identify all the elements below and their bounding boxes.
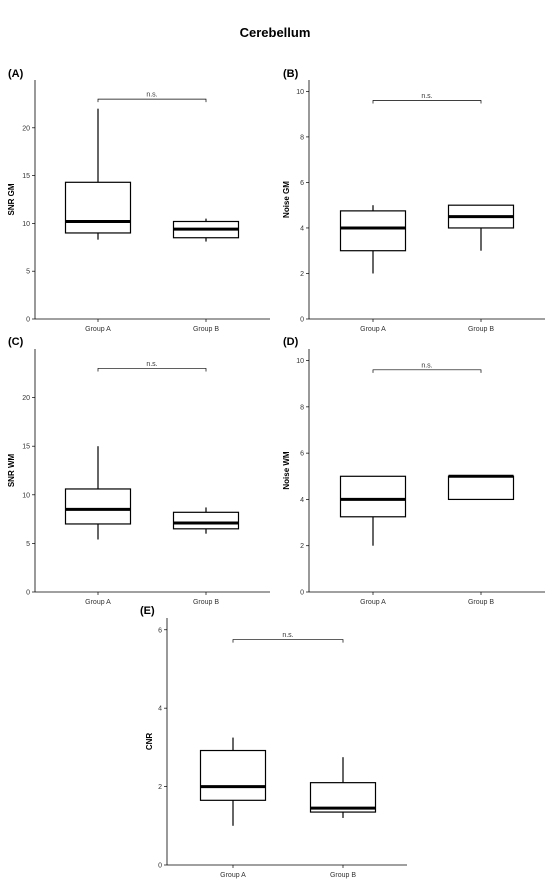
y-axis-label: Noise GM — [282, 181, 291, 218]
significance-bracket — [372, 100, 482, 104]
iqr-box — [339, 475, 407, 518]
figure-title: Cerebellum — [240, 25, 311, 40]
box-plot-1 — [309, 757, 377, 818]
y-tick-label: 10 — [296, 358, 304, 365]
y-tick-label: 10 — [22, 221, 30, 228]
y-tick-label: 4 — [300, 225, 304, 232]
significance-label: n.s. — [421, 93, 432, 100]
y-tick-label: 6 — [300, 451, 304, 458]
y-tick-label: 10 — [22, 492, 30, 499]
x-tick-label: Group A — [85, 599, 111, 606]
x-tick-label: Group B — [330, 872, 356, 879]
x-tick-label: Group A — [360, 326, 386, 333]
panel-letter: (D) — [283, 336, 299, 348]
iqr-box — [172, 511, 240, 530]
y-tick-label: 6 — [300, 180, 304, 187]
x-tick-label: Group B — [468, 599, 494, 606]
iqr-box — [447, 475, 515, 501]
y-tick-label: 8 — [300, 134, 304, 141]
panel-0: (A) SNR GM 0 5 10 15 20 Group A Group B n.s. — [7, 68, 270, 333]
panel-letter: (B) — [283, 68, 299, 80]
box-plot-0 — [64, 446, 132, 540]
iqr-box — [339, 210, 407, 252]
y-tick-label: 2 — [300, 271, 304, 278]
y-tick-label: 20 — [22, 395, 30, 402]
y-axis-label: Noise WM — [282, 451, 291, 490]
significance-label: n.s. — [421, 362, 432, 369]
y-tick-label: 10 — [296, 89, 304, 96]
y-tick-label: 5 — [26, 541, 30, 548]
significance-bracket — [97, 368, 207, 372]
box-plot-0 — [199, 737, 267, 826]
y-tick-label: 6 — [158, 627, 162, 634]
x-tick-label: Group B — [193, 599, 219, 606]
y-tick-label: 5 — [26, 269, 30, 276]
box-plot-1 — [447, 474, 515, 501]
y-tick-label: 0 — [158, 863, 162, 870]
y-tick-label: 0 — [26, 590, 30, 597]
significance-bracket — [232, 639, 344, 643]
x-tick-label: Group B — [193, 326, 219, 333]
iqr-box — [64, 181, 132, 234]
significance-bracket — [372, 369, 482, 373]
x-tick-label: Group A — [360, 599, 386, 606]
panel-2: (C) SNR WM 0 5 10 15 20 Group A Group B n.s. — [7, 336, 270, 606]
panel-letter: (C) — [8, 336, 24, 348]
x-tick-label: Group A — [85, 326, 111, 333]
panel-4: (E) CNR 0 2 4 6 Group A Group B n.s. — [140, 605, 407, 879]
box-plot-1 — [172, 218, 240, 242]
box-plot-0 — [64, 108, 132, 240]
panel-letter: (E) — [140, 605, 155, 617]
y-tick-label: 2 — [300, 543, 304, 550]
box-plot-0 — [339, 475, 407, 546]
panel-letter: (A) — [8, 68, 24, 80]
x-tick-label: Group B — [468, 326, 494, 333]
y-tick-label: 20 — [22, 125, 30, 132]
y-tick-label: 15 — [22, 444, 30, 451]
y-tick-label: 0 — [300, 590, 304, 597]
y-tick-label: 2 — [158, 784, 162, 791]
iqr-box — [64, 488, 132, 525]
box-plot-1 — [447, 204, 515, 251]
y-tick-label: 0 — [300, 317, 304, 324]
iqr-box — [199, 749, 267, 801]
y-axis-label: SNR WM — [7, 454, 16, 488]
x-tick-label: Group A — [220, 872, 246, 879]
panel-1: (B) Noise GM 0 2 4 6 8 10 Group A Group B n.s. — [282, 68, 545, 333]
significance-label: n.s. — [146, 92, 157, 99]
y-axis-label: SNR GM — [7, 183, 16, 215]
box-plot-0 — [339, 205, 407, 274]
box-plot-1 — [172, 507, 240, 534]
significance-bracket — [97, 98, 207, 103]
y-tick-label: 0 — [26, 317, 30, 324]
y-axis-label: CNR — [145, 733, 154, 751]
significance-label: n.s. — [146, 361, 157, 368]
y-tick-label: 4 — [300, 497, 304, 504]
y-tick-label: 4 — [158, 706, 162, 713]
y-tick-label: 8 — [300, 404, 304, 411]
panel-3: (D) Noise WM 0 2 4 6 8 10 Group A Group B n.s. — [282, 336, 545, 606]
y-tick-label: 15 — [22, 173, 30, 180]
significance-label: n.s. — [282, 632, 293, 639]
